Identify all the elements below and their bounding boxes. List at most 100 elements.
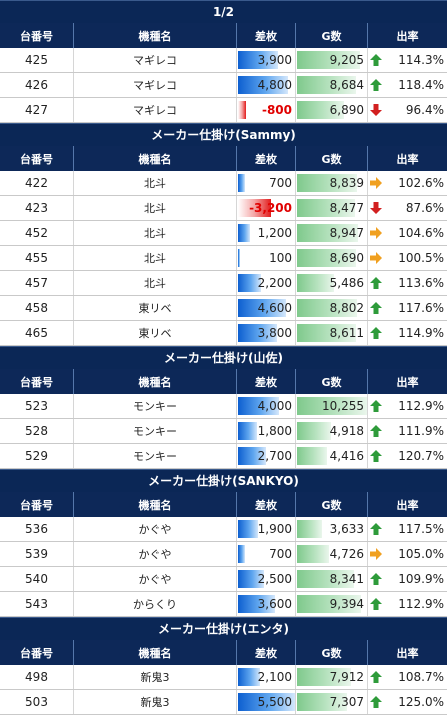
up-arrow-icon [368, 78, 383, 92]
machine-number: 423 [0, 196, 74, 220]
table-row[interactable]: 523 モンキー 4,000 10,255 112.9% [0, 394, 447, 419]
diff-positive-bar [238, 174, 245, 192]
diff-negative-bar [238, 101, 246, 119]
payout-rate: 108.7% [398, 670, 444, 684]
payout-rate: 102.6% [398, 176, 444, 190]
column-header-name: 機種名 [74, 369, 237, 394]
rate-cell: 114.9% [368, 321, 447, 345]
up-arrow-icon [368, 53, 383, 67]
games-bar [297, 693, 347, 711]
table-header: 台番号 機種名 差枚 G数 出率 [0, 640, 447, 665]
machine-number: 523 [0, 394, 74, 418]
diff-value: 4,800 [257, 78, 292, 92]
machine-name: モンキー [74, 444, 237, 468]
table-row[interactable]: 426 マギレコ 4,800 8,684 118.4% [0, 73, 447, 98]
column-header-games: G数 [296, 640, 368, 665]
diff-positive-bar [238, 570, 264, 588]
table-row[interactable]: 452 北斗 1,200 8,947 104.6% [0, 221, 447, 246]
games-value: 5,486 [329, 276, 364, 290]
column-header-diff: 差枚 [237, 492, 296, 517]
table-row[interactable]: 423 北斗 -3,200 8,477 87.6% [0, 196, 447, 221]
diff-cell: 1,900 [237, 517, 296, 541]
table-row[interactable]: 422 北斗 700 8,839 102.6% [0, 171, 447, 196]
table-row[interactable]: 427 マギレコ -800 6,890 96.4% [0, 98, 447, 123]
diff-value: 3,900 [257, 53, 292, 67]
table-row[interactable]: 425 マギレコ 3,900 9,205 114.3% [0, 48, 447, 73]
table-row[interactable]: 528 モンキー 1,800 4,918 111.9% [0, 419, 447, 444]
right-arrow-icon [368, 547, 383, 561]
diff-positive-bar [238, 51, 278, 69]
rate-cell: 87.6% [368, 196, 447, 220]
column-header-games: G数 [296, 146, 368, 171]
up-arrow-icon [368, 597, 383, 611]
payout-rate: 112.9% [398, 597, 444, 611]
rate-cell: 109.9% [368, 567, 447, 591]
column-header-diff: 差枚 [237, 369, 296, 394]
games-value: 10,255 [322, 399, 364, 413]
machine-name: 新鬼3 [74, 665, 237, 689]
games-bar [297, 595, 361, 613]
table-row[interactable]: 503 新鬼3 5,500 7,307 125.0% [0, 690, 447, 715]
section-title: 1/2 [0, 0, 447, 23]
games-cell: 6,890 [296, 98, 368, 122]
table-row[interactable]: 465 東リベ 3,800 8,611 114.9% [0, 321, 447, 346]
table-header: 台番号 機種名 差枚 G数 出率 [0, 369, 447, 394]
table-row[interactable]: 498 新鬼3 2,100 7,912 108.7% [0, 665, 447, 690]
table-row[interactable]: 539 かぐや 700 4,726 105.0% [0, 542, 447, 567]
table-row[interactable]: 540 かぐや 2,500 8,341 109.9% [0, 567, 447, 592]
rate-cell: 100.5% [368, 246, 447, 270]
up-arrow-icon [368, 301, 383, 315]
games-cell: 10,255 [296, 394, 368, 418]
machine-name: かぐや [74, 567, 237, 591]
machine-name: マギレコ [74, 98, 237, 122]
rate-cell: 112.9% [368, 394, 447, 418]
machine-name: 北斗 [74, 246, 237, 270]
table-row[interactable]: 529 モンキー 2,700 4,416 120.7% [0, 444, 447, 469]
machine-group-section: メーカー仕掛け(Sammy) 台番号 機種名 差枚 G数 出率 422 北斗 700 8,839 1… [0, 123, 447, 346]
diff-cell: -800 [237, 98, 296, 122]
games-bar [297, 447, 327, 465]
table-row[interactable]: 458 東リベ 4,600 8,802 117.6% [0, 296, 447, 321]
diff-cell: 4,000 [237, 394, 296, 418]
diff-positive-bar [238, 76, 288, 94]
games-value: 7,912 [329, 670, 364, 684]
diff-value: 2,700 [257, 449, 292, 463]
section-title: メーカー仕掛け(エンタ) [0, 617, 447, 640]
diff-positive-bar [238, 693, 295, 711]
payout-rate: 100.5% [398, 251, 444, 265]
games-value: 4,416 [329, 449, 364, 463]
table-header: 台番号 機種名 差枚 G数 出率 [0, 492, 447, 517]
up-arrow-icon [368, 522, 383, 536]
diff-value: 1,200 [257, 226, 292, 240]
column-header-no: 台番号 [0, 640, 74, 665]
machine-name: マギレコ [74, 73, 237, 97]
payout-rate: 87.6% [405, 201, 444, 215]
diff-cell: 3,600 [237, 592, 296, 616]
diff-value: 3,800 [257, 326, 292, 340]
table-row[interactable]: 455 北斗 100 8,690 100.5% [0, 246, 447, 271]
machine-name: 北斗 [74, 171, 237, 195]
table-row[interactable]: 543 からくり 3,600 9,394 112.9% [0, 592, 447, 617]
machine-number: 426 [0, 73, 74, 97]
games-cell: 8,684 [296, 73, 368, 97]
table-row[interactable]: 536 かぐや 1,900 3,633 117.5% [0, 517, 447, 542]
diff-value: 1,900 [257, 522, 292, 536]
diff-value: 700 [269, 547, 292, 561]
up-arrow-icon [368, 276, 383, 290]
up-arrow-icon [368, 695, 383, 709]
column-header-name: 機種名 [74, 492, 237, 517]
column-header-diff: 差枚 [237, 640, 296, 665]
machine-group-section: メーカー仕掛け(SANKYO) 台番号 機種名 差枚 G数 出率 536 かぐや 1,900 3,… [0, 469, 447, 617]
diff-cell: 2,200 [237, 271, 296, 295]
rate-cell: 113.6% [368, 271, 447, 295]
diff-positive-bar [238, 274, 261, 292]
column-header-name: 機種名 [74, 23, 237, 48]
payout-rate: 109.9% [398, 572, 444, 586]
games-cell: 8,839 [296, 171, 368, 195]
games-value: 8,839 [329, 176, 364, 190]
games-bar [297, 570, 354, 588]
table-row[interactable]: 457 北斗 2,200 5,486 113.6% [0, 271, 447, 296]
diff-cell: 100 [237, 246, 296, 270]
machine-group-section: メーカー仕掛け(エンタ) 台番号 機種名 差枚 G数 出率 498 新鬼3 2,100 7,912… [0, 617, 447, 715]
table-header: 台番号 機種名 差枚 G数 出率 [0, 23, 447, 48]
